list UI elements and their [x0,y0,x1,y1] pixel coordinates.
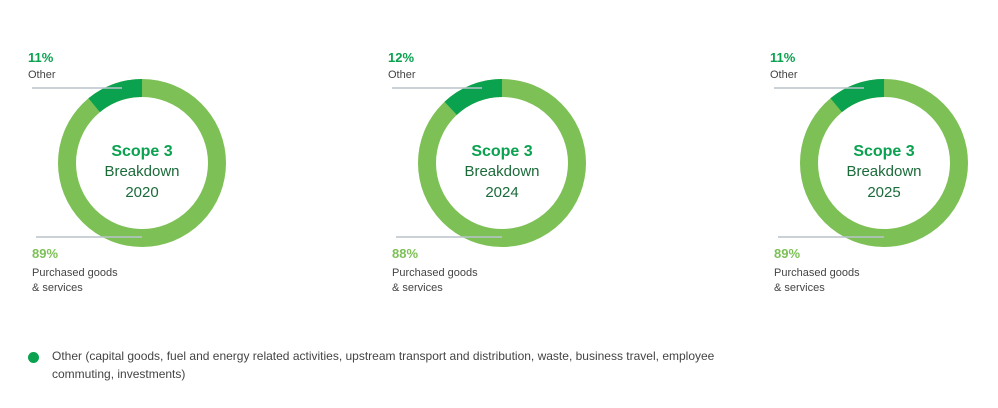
legend-text: Other (capital goods, fuel and energy re… [52,349,715,381]
data-label-other-name: Other [770,69,798,81]
slice-other [58,79,226,247]
donut-svg: Scope 3 Breakdown 2025 [774,79,968,247]
center-year: 2025 [867,184,900,201]
center-year: 2020 [125,184,158,201]
donut-chart-2025: Scope 3 Breakdown 2025 11% Other 89% Purchased… [770,0,998,320]
donut-chart-2020: Scope 3 Breakdown 2020 11% Other 89% Purchased… [28,0,358,320]
data-label-other-name: Other [28,69,56,81]
center-subtitle: Breakdown [464,163,539,180]
data-label-purchased-line: Purchased goods [392,267,478,279]
data-label-purchased-name: Purchased goods & services [774,266,904,296]
donut-chart-2024: Scope 3 Breakdown 2024 12% Other 88% Purchased… [388,0,718,320]
center-subtitle: Breakdown [104,163,179,180]
data-label-purchased-line: & services [774,282,825,294]
data-label-purchased-name: Purchased goods & services [392,266,522,296]
donut-svg: Scope 3 Breakdown 2024 [392,79,586,247]
data-label-purchased-line: & services [32,282,83,294]
data-label-other-pct: 12% [388,50,415,65]
data-label-other-name: Other [388,69,416,81]
data-label-purchased-line: & services [392,282,443,294]
data-label-purchased-pct: 89% [32,246,59,261]
data-label-purchased-name: Purchased goods & services [32,266,162,296]
data-label-purchased-pct: 88% [392,246,419,261]
data-label-other-pct: 11% [770,50,796,65]
data-label-purchased-line: Purchased goods [32,267,118,279]
center-title: Scope 3 [111,143,172,160]
center-subtitle: Breakdown [846,163,921,180]
slice-other [418,79,586,247]
center-title: Scope 3 [853,143,914,160]
legend-dot-other [28,352,39,363]
data-label-other-pct: 11% [28,50,54,65]
donut-svg: Scope 3 Breakdown 2020 [32,79,226,247]
center-year: 2024 [485,184,518,201]
center-title: Scope 3 [471,143,532,160]
data-label-purchased-line: Purchased goods [774,267,860,279]
data-label-purchased-pct: 89% [774,246,801,261]
